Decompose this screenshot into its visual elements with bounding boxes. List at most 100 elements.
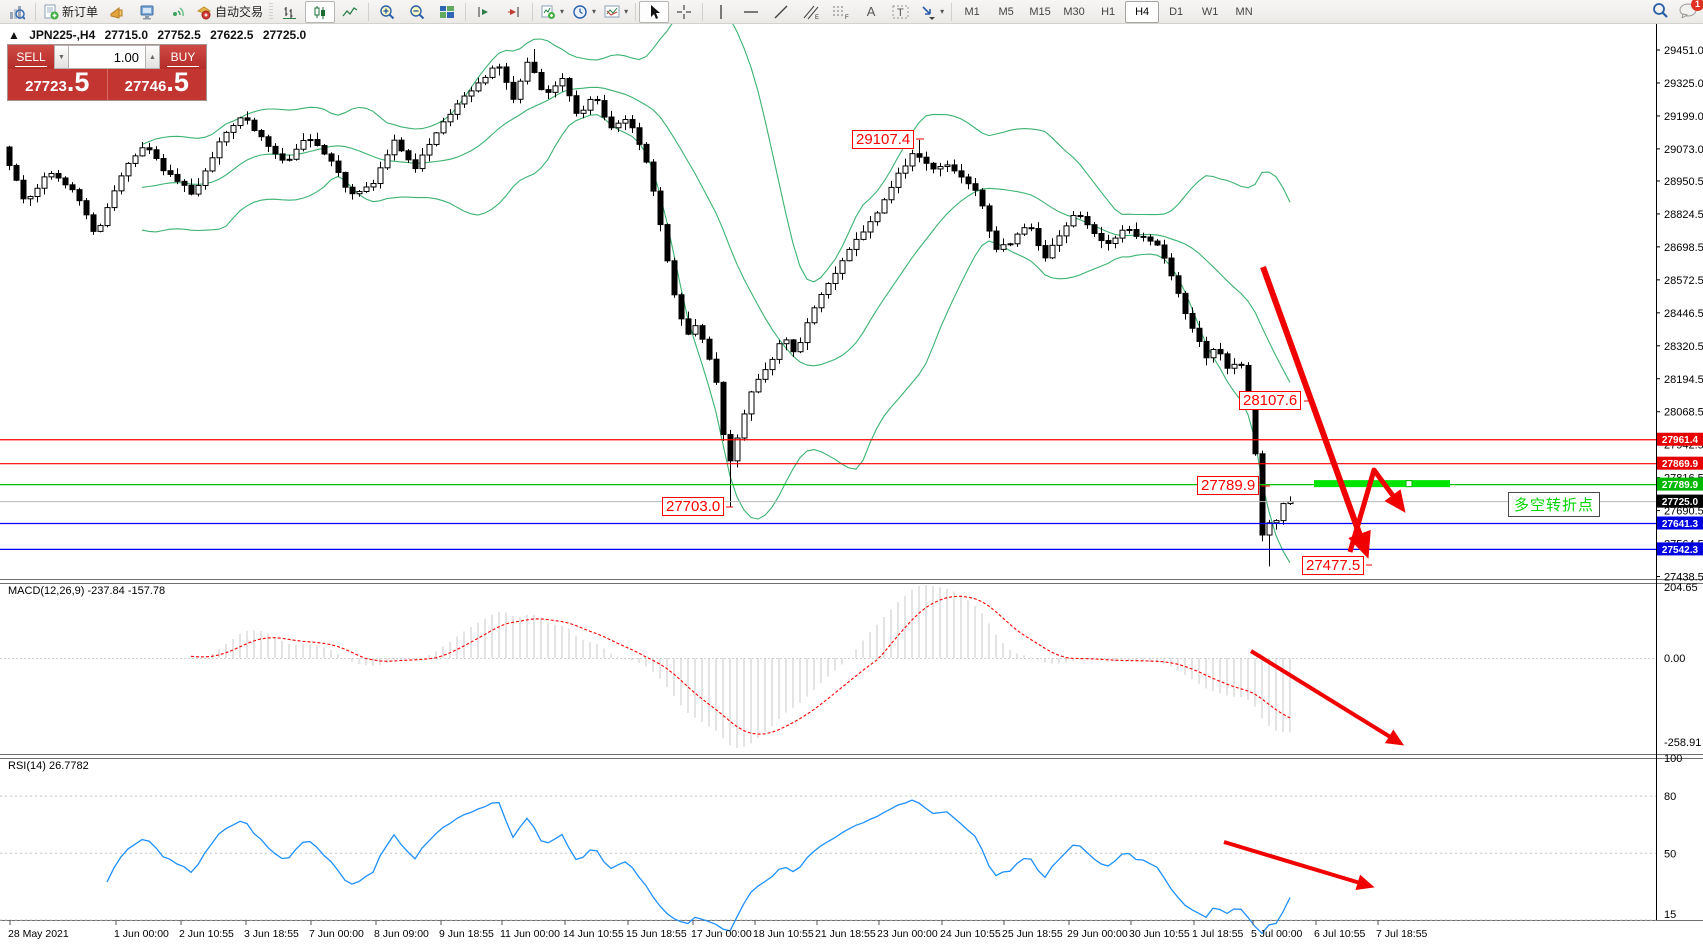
trendline-tool-button[interactable] xyxy=(766,1,796,23)
notification-badge: 1 xyxy=(1691,0,1703,11)
bear-candle xyxy=(923,156,930,164)
bull-candle xyxy=(692,325,699,335)
bear-candle xyxy=(986,205,993,232)
tile-windows-button[interactable] xyxy=(432,1,462,23)
vertical-line-tool-button[interactable] xyxy=(706,1,736,23)
periods-button[interactable]: ▾ xyxy=(568,1,600,23)
bear-candle xyxy=(1224,353,1231,369)
bull-candle xyxy=(237,117,244,127)
bull-candle xyxy=(860,231,867,240)
timeframe-h1-button[interactable]: H1 xyxy=(1101,5,1116,18)
volume-increase-spinner[interactable]: ▲ xyxy=(145,45,160,69)
sell-button[interactable]: SELL xyxy=(8,45,54,69)
rsi-scale-label: 15 xyxy=(1664,909,1676,921)
line-handle[interactable] xyxy=(1405,480,1413,488)
sell-price[interactable]: 27723.5 xyxy=(8,69,108,100)
notifications-button[interactable]: 1 xyxy=(1679,0,1703,18)
time-tick-label: 17 Jun 00:00 xyxy=(691,928,752,940)
buy-price[interactable]: 27746.5 xyxy=(124,67,189,97)
zoom-out-button[interactable] xyxy=(402,1,432,23)
bear-candle xyxy=(1182,292,1189,315)
ohlc-open: 27715.0 xyxy=(104,28,149,42)
crosshair-icon xyxy=(677,4,692,19)
channel-tool-button[interactable]: E xyxy=(796,1,826,23)
bear-candle xyxy=(20,179,27,200)
rsi-down-arrow[interactable] xyxy=(1223,840,1375,890)
bull-candle xyxy=(867,221,874,233)
cn-annotation-textbox[interactable]: 多空转折点 xyxy=(1508,492,1601,517)
line-chart-type-button[interactable] xyxy=(335,1,365,23)
timeframe-mn-button[interactable]: MN xyxy=(1235,5,1253,18)
crosshair-tool-button[interactable] xyxy=(669,1,699,23)
text-tool-button[interactable]: A xyxy=(856,1,886,23)
collapse-icon[interactable]: ▲ xyxy=(8,28,20,42)
bull-candle xyxy=(1112,237,1119,245)
bull-candle xyxy=(762,369,769,380)
chart-shift-button[interactable] xyxy=(499,1,529,23)
bar-chart-type-button[interactable] xyxy=(275,1,305,23)
market-watch-icon[interactable] xyxy=(2,1,32,23)
volume-decrease-spinner[interactable]: ▼ xyxy=(54,45,69,69)
bull-candle xyxy=(888,186,895,201)
bear-candle xyxy=(657,190,664,226)
cursor-icon xyxy=(651,4,661,19)
bounce-arrow[interactable] xyxy=(1347,467,1406,553)
search-icon[interactable] xyxy=(1652,2,1669,19)
time-tick-label: 2 Jun 10:55 xyxy=(179,928,234,940)
bear-candle xyxy=(510,81,517,100)
price-callout-label[interactable]: 29107.4 xyxy=(852,130,915,149)
timeframe-m30-button[interactable]: M30 xyxy=(1063,5,1085,18)
main-down-arrow[interactable] xyxy=(1260,265,1371,559)
bull-candle xyxy=(489,67,496,78)
timeframe-d1-button[interactable]: D1 xyxy=(1169,5,1184,18)
expert-advisors-icon-button[interactable] xyxy=(132,1,162,23)
timeframe-w1-button[interactable]: W1 xyxy=(1201,5,1219,18)
timeframe-m15-button[interactable]: M15 xyxy=(1029,5,1051,18)
time-tick-label: 15 Jun 18:55 xyxy=(626,928,687,940)
zoom-in-button[interactable] xyxy=(372,1,402,23)
volume-input[interactable]: 1.00 xyxy=(69,45,145,69)
price-tag-label: 27869.9 xyxy=(1662,459,1699,470)
price-tick-label: 28068.5 xyxy=(1664,407,1703,419)
bear-candle xyxy=(1259,453,1266,536)
autotrading-button[interactable]: 自动交易 xyxy=(192,1,267,23)
bear-candle xyxy=(69,184,76,191)
new-chart-button[interactable]: ▾ xyxy=(536,1,568,23)
new-order-button[interactable]: 新订单 xyxy=(39,1,102,23)
bear-candle xyxy=(272,145,279,155)
price-callout-label[interactable]: 28107.6 xyxy=(1239,391,1302,410)
timeframe-m5-button[interactable]: M5 xyxy=(998,5,1014,18)
fibonacci-tool-button[interactable]: F xyxy=(826,1,856,23)
auto-scroll-button[interactable] xyxy=(469,1,499,23)
clock-icon xyxy=(573,4,587,19)
price-tick-label: 28950.5 xyxy=(1664,176,1703,188)
price-callout-label[interactable]: 27477.5 xyxy=(1302,556,1365,575)
price-callout-label[interactable]: 27703.0 xyxy=(662,497,725,516)
bull-candle xyxy=(496,66,503,69)
bull-candle xyxy=(755,378,762,393)
symbol-info-bar[interactable]: ▲ JPN225-,H4 27715.0 27752.5 27622.5 277… xyxy=(8,28,312,42)
bull-candle xyxy=(370,183,377,188)
bear-candle xyxy=(328,153,335,162)
timeframe-h4-button[interactable]: H4 xyxy=(1125,0,1160,23)
candlestick-chart-type-button[interactable] xyxy=(305,0,336,23)
megaphone-icon-button[interactable] xyxy=(102,1,132,23)
horizontal-line-tool-button[interactable] xyxy=(736,1,766,23)
time-tick-label: 1 Jul 18:55 xyxy=(1192,928,1244,940)
macd-down-arrow[interactable] xyxy=(1249,649,1405,746)
templates-button[interactable]: ▾ xyxy=(600,1,632,23)
bear-candle xyxy=(671,260,678,296)
text-label-tool-button[interactable]: T xyxy=(886,1,916,23)
arrows-tool-button[interactable]: ▾ xyxy=(916,1,948,23)
signals-icon-button[interactable] xyxy=(162,1,192,23)
price-callout-label[interactable]: 27789.9 xyxy=(1197,476,1260,495)
bull-candle xyxy=(230,125,237,133)
bull-candle xyxy=(909,153,916,167)
time-tick-label: 29 Jun 00:00 xyxy=(1067,928,1128,940)
cursor-tool-button[interactable] xyxy=(639,0,670,23)
timeframe-m1-button[interactable]: M1 xyxy=(964,5,980,18)
chart-shift-icon xyxy=(508,6,519,17)
megaphone-icon xyxy=(110,6,123,19)
buy-button[interactable]: BUY xyxy=(160,45,206,69)
